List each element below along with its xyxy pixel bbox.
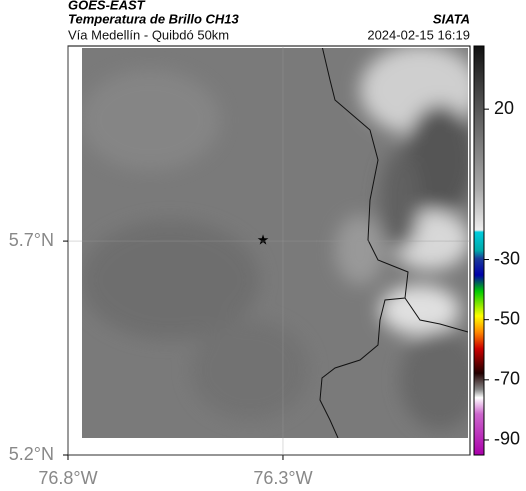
org: SIATA [433, 11, 470, 26]
x-tick-label: 76.8°W [38, 468, 97, 488]
source: GOES-EAST [68, 0, 146, 12]
colorbar-label: -90 [494, 429, 520, 449]
datetime: 2024-02-15 16:19 [367, 27, 470, 42]
location-marker: ★ [257, 232, 270, 248]
satellite-image [82, 48, 468, 438]
title: Temperatura de Brillo CH13 [68, 11, 240, 26]
y-tick-label: 5.7°N [9, 230, 54, 250]
x-tick-label: 76.3°W [253, 468, 312, 488]
colorbar-label: -70 [494, 369, 520, 389]
colorbar-label: -50 [494, 308, 520, 328]
y-tick-label: 5.2°N [9, 444, 54, 464]
subtitle: Vía Medellín - Quibdó 50km [68, 27, 229, 42]
colorbar-label: 20 [494, 98, 514, 118]
colorbar [473, 45, 485, 456]
colorbar-label: -30 [494, 248, 520, 268]
